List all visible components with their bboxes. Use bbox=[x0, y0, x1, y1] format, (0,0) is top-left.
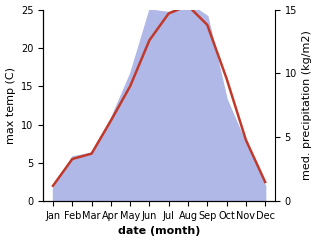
X-axis label: date (month): date (month) bbox=[118, 227, 200, 236]
Y-axis label: max temp (C): max temp (C) bbox=[5, 67, 16, 144]
Y-axis label: med. precipitation (kg/m2): med. precipitation (kg/m2) bbox=[302, 30, 313, 180]
